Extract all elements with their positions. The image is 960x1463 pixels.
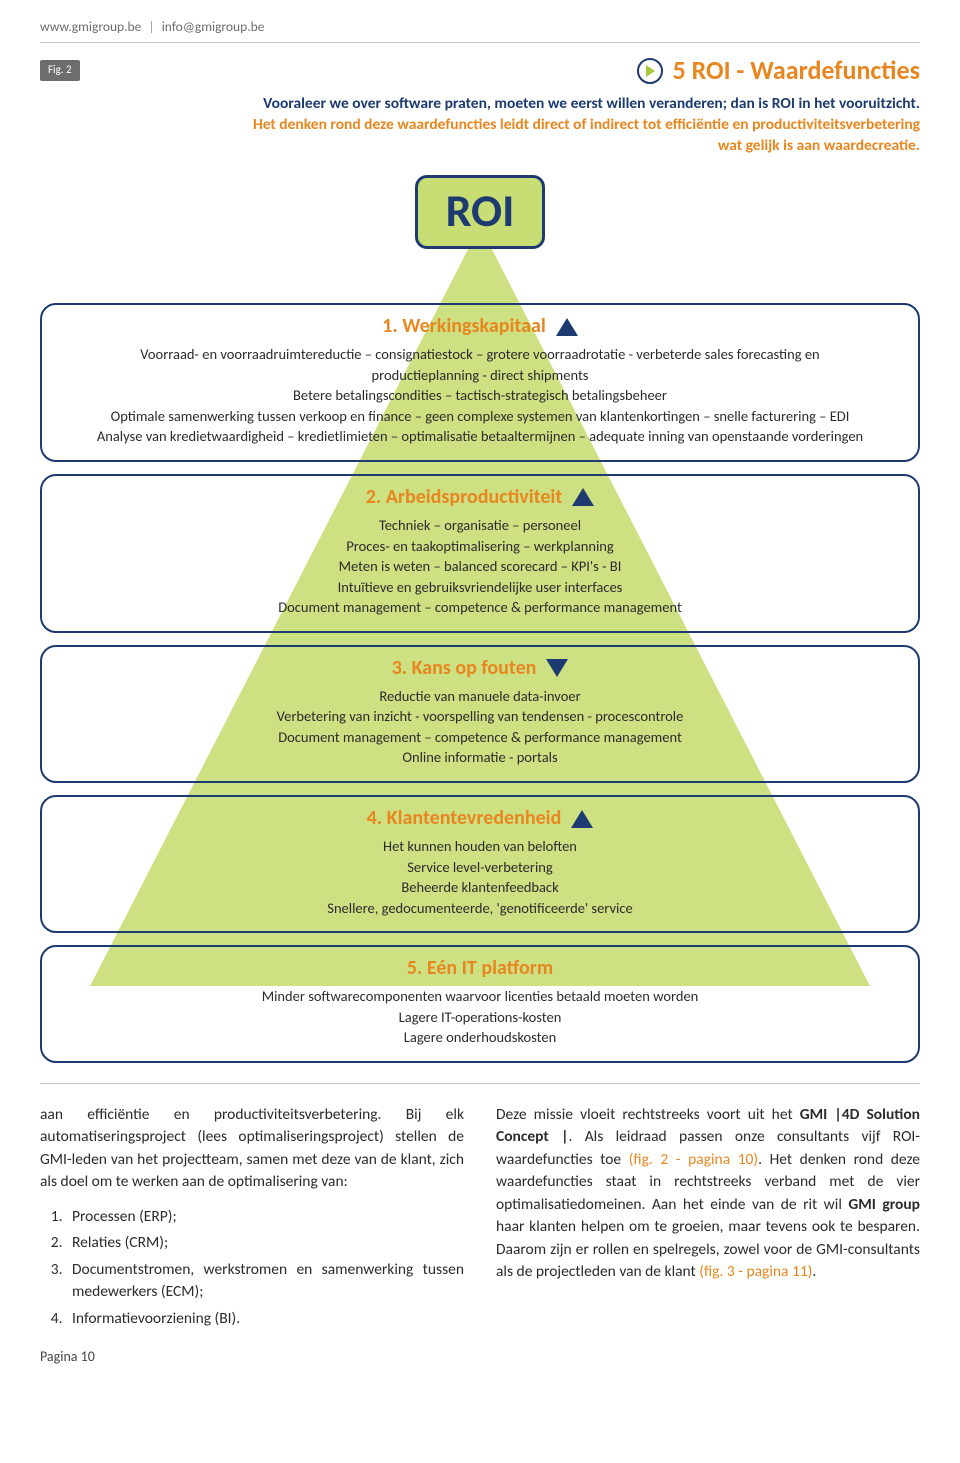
section-line: Optimale samenwerking tussen verkoop en … — [56, 407, 904, 427]
section-title: 5. Eén IT platform — [407, 955, 553, 982]
right-figref-1: (fig. 2 - pagina 10) — [629, 1150, 758, 1169]
header-separator: | — [148, 18, 154, 35]
header-links: www.gmigroup.be | info@gmigroup.be — [40, 18, 920, 40]
section-body: Voorraad- en voorraadruimtereductie – co… — [56, 345, 904, 447]
section-card-head: 5. Eén IT platform — [407, 955, 553, 982]
section-line: productieplanning - direct shipments — [56, 366, 904, 386]
section-line: Analyse van kredietwaardigheid – krediet… — [56, 427, 904, 447]
intro-line-1: Vooraleer we over software praten, moete… — [40, 94, 920, 115]
roi-diagram: ROI 1. Werkingskapitaal Voorraad- en voor… — [40, 171, 920, 1063]
right-column: Deze missie vloeit rechtstreeks voort ui… — [496, 1104, 920, 1334]
right-bold-2: GMI group — [848, 1195, 920, 1214]
figure-title: 5 ROI - Waardefuncties — [637, 53, 920, 88]
section-cards: 1. Werkingskapitaal Voorraad- en voorraad… — [40, 303, 920, 1063]
arrow-down-icon — [546, 659, 568, 677]
section-title: 3. Kans op fouten — [392, 655, 537, 682]
section-card-1: 1. Werkingskapitaal Voorraad- en voorraad… — [40, 303, 920, 462]
section-line: Techniek – organisatie – personeel — [56, 516, 904, 536]
left-column: aan efficiëntie en productiviteitsverbet… — [40, 1104, 464, 1334]
section-line: Het kunnen houden van beloften — [56, 837, 904, 857]
intro-line-2: Het denken rond deze waardefuncties leid… — [40, 115, 920, 136]
arrow-up-icon — [556, 318, 578, 336]
section-line: Service level-verbetering — [56, 858, 904, 878]
right-figref-2: (fig. 3 - pagina 11) — [699, 1262, 812, 1281]
section-line: Intuïtieve en gebruiksvriendelijke user … — [56, 578, 904, 598]
section-line: Document management – competence & perfo… — [56, 598, 904, 618]
list-item: Relaties (CRM); — [66, 1232, 464, 1254]
section-line: Betere betalingscondities – tactisch-str… — [56, 386, 904, 406]
section-line: Online informatie - portals — [56, 748, 904, 768]
section-title: 2. Arbeidsproductiviteit — [366, 484, 563, 511]
section-body: Het kunnen houden van beloftenService le… — [56, 837, 904, 918]
header-url: www.gmigroup.be — [40, 18, 141, 35]
section-card-4: 4. Klantentevredenheid Het kunnen houden … — [40, 795, 920, 933]
section-line: Document management – competence & perfo… — [56, 728, 904, 748]
section-card-head: 4. Klantentevredenheid — [367, 805, 594, 832]
figure-title-row: Fig. 2 5 ROI - Waardefuncties — [40, 53, 920, 88]
section-title: 4. Klantentevredenheid — [367, 805, 562, 832]
section-title: 1. Werkingskapitaal — [382, 313, 546, 340]
arrow-up-icon — [572, 488, 594, 506]
chevron-circle-icon — [637, 58, 663, 84]
section-card-head: 1. Werkingskapitaal — [382, 313, 578, 340]
intro-text: Vooraleer we over software praten, moete… — [40, 94, 920, 157]
roi-badge: ROI — [415, 175, 545, 249]
intro-line-3: wat gelijk is aan waardecreatie. — [40, 136, 920, 157]
figure-title-text: 5 ROI - Waardefuncties — [673, 53, 920, 88]
section-card-head: 3. Kans op fouten — [392, 655, 569, 682]
section-line: Voorraad- en voorraadruimtereductie – co… — [56, 345, 904, 365]
body-columns: aan efficiëntie en productiviteitsverbet… — [40, 1104, 920, 1334]
section-card-head: 2. Arbeidsproductiviteit — [366, 484, 595, 511]
left-ordered-list: Processen (ERP); Relaties (CRM); Documents… — [40, 1206, 464, 1330]
section-line: Meten is weten – balanced scorecard – KP… — [56, 557, 904, 577]
section-line: Verbetering van inzicht - voorspelling v… — [56, 707, 904, 727]
section-line: Snellere, gedocumenteerde, 'genotificeer… — [56, 899, 904, 919]
left-paragraph: aan efficiëntie en productiviteitsverbet… — [40, 1104, 464, 1194]
section-body: Minder softwarecomponenten waarvoor lice… — [56, 987, 904, 1048]
arrow-up-icon — [571, 810, 593, 828]
document-page: www.gmigroup.be | info@gmigroup.be Fig. … — [0, 0, 960, 1391]
figure-badge: Fig. 2 — [40, 60, 80, 81]
right-text-1: Deze missie vloeit rechtstreeks voort ui… — [496, 1105, 800, 1124]
right-text-5: . — [812, 1262, 816, 1281]
section-line: Lagere onderhoudskosten — [56, 1028, 904, 1048]
list-item: Processen (ERP); — [66, 1206, 464, 1228]
section-line: Proces- en taakoptimalisering – werkplan… — [56, 537, 904, 557]
right-paragraph: Deze missie vloeit rechtstreeks voort ui… — [496, 1104, 920, 1284]
list-item: Informatievoorziening (BI). — [66, 1308, 464, 1330]
section-line: Reductie van manuele data-invoer — [56, 687, 904, 707]
page-number: Pagina 10 — [40, 1348, 920, 1367]
section-body: Reductie van manuele data-invoerVerbeter… — [56, 687, 904, 768]
header-email: info@gmigroup.be — [162, 18, 265, 35]
section-card-3: 3. Kans op fouten Reductie van manuele da… — [40, 645, 920, 783]
top-rule — [40, 42, 920, 43]
list-item: Documentstromen, werkstromen en samenwer… — [66, 1259, 464, 1304]
section-line: Minder softwarecomponenten waarvoor lice… — [56, 987, 904, 1007]
section-line: Beheerde klantenfeedback — [56, 878, 904, 898]
section-line: Lagere IT-operations-kosten — [56, 1008, 904, 1028]
section-card-2: 2. Arbeidsproductiviteit Techniek – organ… — [40, 474, 920, 633]
section-card-5: 5. Eén IT platform Minder softwarecompone… — [40, 945, 920, 1063]
section-body: Techniek – organisatie – personeelProces… — [56, 516, 904, 618]
mid-rule — [40, 1083, 920, 1084]
